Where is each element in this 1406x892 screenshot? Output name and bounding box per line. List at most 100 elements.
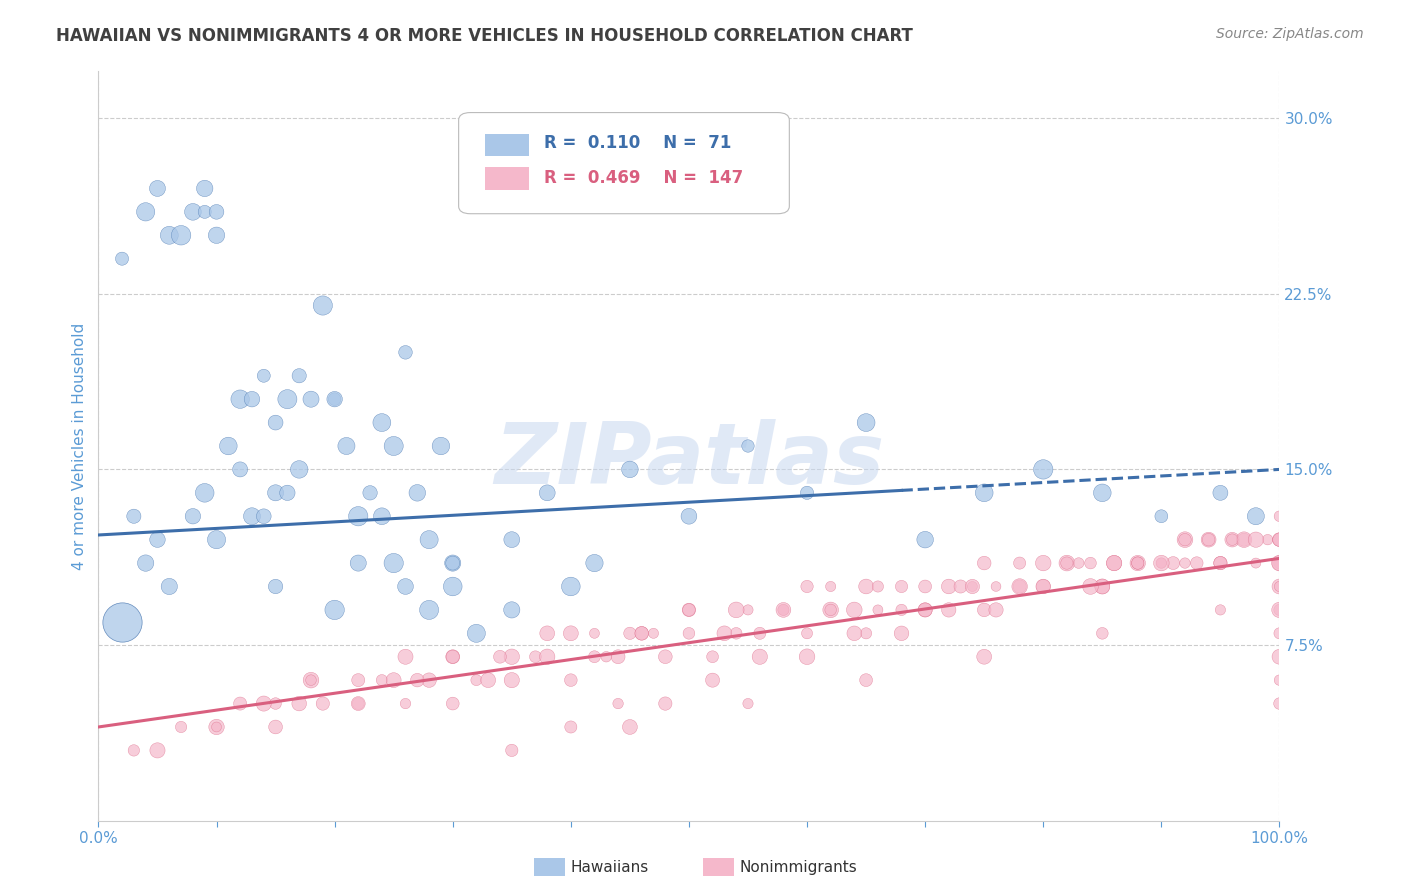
Point: [583, 556, 606, 570]
Point: [181, 509, 204, 524]
Point: [264, 720, 287, 734]
Point: [441, 697, 464, 711]
Point: [170, 720, 193, 734]
Point: [560, 673, 582, 688]
Point: [122, 509, 145, 524]
Point: [299, 673, 322, 688]
Point: [796, 580, 818, 594]
Point: [288, 697, 311, 711]
Point: [441, 556, 464, 570]
Point: [1268, 533, 1291, 547]
Point: [973, 485, 995, 500]
Point: [1209, 485, 1232, 500]
Point: [1268, 509, 1291, 524]
Point: [619, 626, 641, 640]
Point: [477, 673, 499, 688]
Point: [1174, 556, 1197, 570]
Point: [1268, 626, 1291, 640]
Point: [276, 485, 298, 500]
Text: Hawaiians: Hawaiians: [571, 860, 650, 874]
Point: [607, 697, 630, 711]
Point: [276, 392, 298, 407]
Point: [382, 556, 405, 570]
Point: [347, 509, 370, 524]
Point: [146, 181, 169, 195]
Point: [1244, 556, 1267, 570]
Point: [748, 626, 770, 640]
Point: [406, 673, 429, 688]
Point: [335, 439, 357, 453]
Point: [678, 603, 700, 617]
Point: [1244, 533, 1267, 547]
Point: [1233, 533, 1256, 547]
Point: [111, 615, 134, 629]
Point: [820, 580, 842, 594]
Text: ZIPatlas: ZIPatlas: [494, 419, 884, 502]
Point: [748, 649, 770, 664]
Point: [984, 580, 1007, 594]
Point: [678, 509, 700, 524]
Point: [1268, 603, 1291, 617]
Point: [347, 556, 370, 570]
Point: [1185, 556, 1208, 570]
Point: [312, 697, 335, 711]
Point: [205, 533, 228, 547]
Point: [855, 626, 877, 640]
Point: [1161, 556, 1184, 570]
Point: [229, 697, 252, 711]
Point: [501, 603, 523, 617]
Point: [560, 626, 582, 640]
Point: [1102, 556, 1125, 570]
Point: [973, 603, 995, 617]
Point: [1209, 556, 1232, 570]
Point: [962, 580, 984, 594]
Point: [394, 345, 416, 359]
Point: [536, 626, 558, 640]
Point: [135, 556, 157, 570]
Point: [772, 603, 794, 617]
Point: [229, 462, 252, 476]
Point: [1126, 556, 1149, 570]
Point: [702, 649, 724, 664]
Point: [607, 649, 630, 664]
Point: [643, 626, 665, 640]
Point: [465, 673, 488, 688]
Point: [737, 439, 759, 453]
Point: [465, 626, 488, 640]
Point: [347, 697, 370, 711]
Point: [347, 697, 370, 711]
Point: [973, 649, 995, 664]
Text: Source: ZipAtlas.com: Source: ZipAtlas.com: [1216, 27, 1364, 41]
Point: [855, 416, 877, 430]
Point: [441, 556, 464, 570]
Point: [1233, 533, 1256, 547]
Point: [170, 228, 193, 243]
Point: [441, 580, 464, 594]
Point: [1080, 580, 1102, 594]
Point: [820, 603, 842, 617]
Point: [595, 649, 617, 664]
Point: [1056, 556, 1078, 570]
Point: [371, 416, 394, 430]
Point: [253, 509, 276, 524]
Point: [524, 649, 547, 664]
Point: [1220, 533, 1243, 547]
Point: [441, 649, 464, 664]
Point: [371, 673, 394, 688]
Point: [796, 649, 818, 664]
Point: [855, 673, 877, 688]
Point: [418, 603, 440, 617]
Point: [347, 673, 370, 688]
Point: [394, 649, 416, 664]
Point: [866, 580, 889, 594]
Point: [820, 603, 842, 617]
Point: [654, 697, 676, 711]
Point: [157, 580, 180, 594]
Point: [1091, 580, 1114, 594]
Point: [441, 649, 464, 664]
Point: [1268, 697, 1291, 711]
Point: [264, 485, 287, 500]
Point: [1080, 556, 1102, 570]
Point: [583, 626, 606, 640]
Point: [1268, 556, 1291, 570]
